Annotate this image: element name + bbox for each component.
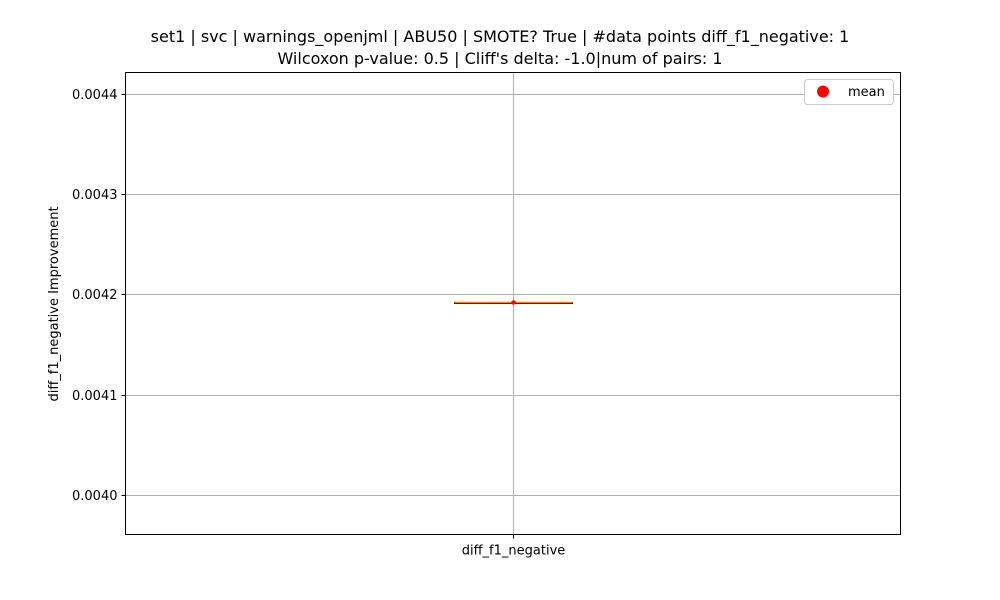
legend-mean-label: mean <box>848 85 885 100</box>
y-tick-label: 0.0043 <box>72 188 118 203</box>
y-tick-label: 0.0041 <box>72 389 118 404</box>
chart-title-line-1: set1 | svc | warnings_openjml | ABU50 | … <box>150 27 850 46</box>
y-tick-label: 0.0042 <box>72 288 118 303</box>
y-tick-label: 0.0044 <box>72 88 118 103</box>
y-tick-label: 0.0040 <box>72 489 118 504</box>
chart-title-line-2: Wilcoxon p-value: 0.5 | Cliff's delta: -… <box>277 49 723 68</box>
legend-box <box>804 79 894 105</box>
legend: mean <box>804 79 894 105</box>
y-axis-label: diff_f1_negative Improvement <box>47 206 62 401</box>
legend-mean-marker <box>817 85 829 98</box>
box-group <box>454 300 573 305</box>
x-tick-label: diff_f1_negative <box>462 544 566 559</box>
y-axis-ticks: 0.0040 0.0041 0.0042 0.0043 0.0044 <box>72 88 126 504</box>
mean-marker <box>511 300 516 305</box>
x-axis-ticks: diff_f1_negative <box>462 534 566 559</box>
